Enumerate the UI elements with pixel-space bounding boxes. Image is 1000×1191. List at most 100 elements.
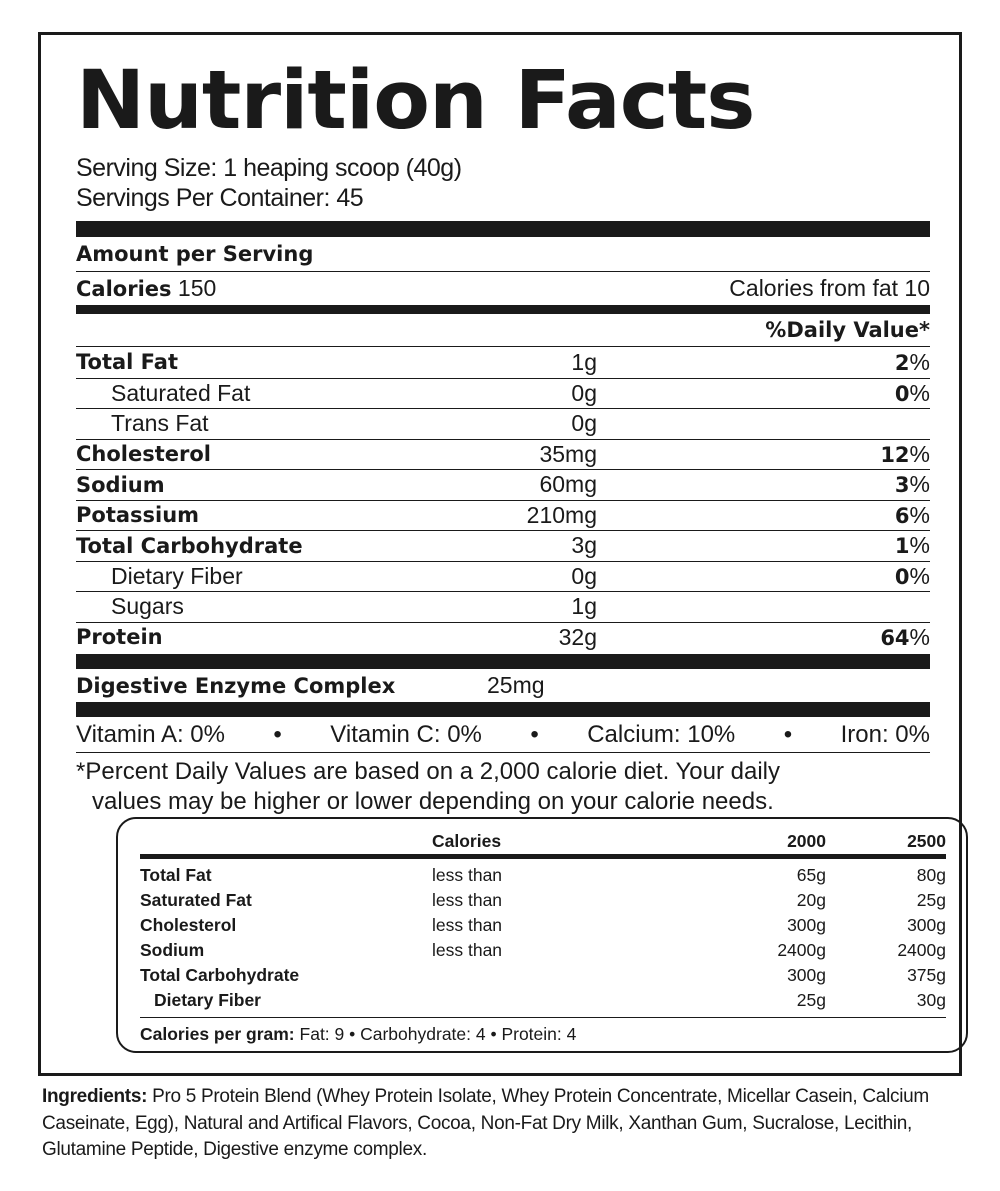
nutrient-row: Cholesterol 35mg 12% xyxy=(76,438,930,470)
nutrient-dv: 3% xyxy=(597,471,930,498)
nutrient-dv: 6% xyxy=(597,502,930,529)
dv-value: 6 xyxy=(894,503,910,528)
nutrient-amount: 1g xyxy=(571,593,597,620)
nutrient-dv: 1% xyxy=(597,532,930,559)
nutrient-name: Dietary Fiber xyxy=(111,562,243,589)
reference-qualifier: less than xyxy=(432,865,503,885)
nutrient-dv: 12% xyxy=(597,441,930,468)
nutrient-name: Cholesterol xyxy=(76,442,211,467)
reference-2500: 375g xyxy=(907,965,946,985)
reference-row: Saturated Fat less than 20g 25g xyxy=(140,888,946,913)
reference-rows: Total Fat less than 65g 80g Saturated Fat les… xyxy=(140,859,946,1018)
dv-value: 0 xyxy=(894,381,910,406)
vitamin-a: Vitamin A: 0% xyxy=(76,720,225,748)
reference-nutrient: Dietary Fiber xyxy=(154,990,261,1010)
calories-per-gram-label: Calories per gram: xyxy=(140,1024,295,1044)
nutrient-dv: 64% xyxy=(597,624,930,651)
calcium: Calcium: 10% xyxy=(587,720,736,748)
nutrient-amount: 210mg xyxy=(526,501,597,528)
reference-row: Total Fat less than 65g 80g xyxy=(140,863,946,888)
reference-header: Calories 2000 2500 xyxy=(140,829,946,859)
nutrient-dv: 0% xyxy=(597,380,930,407)
divider-thick xyxy=(76,654,930,669)
nutrient-list: Total Fat 1g 2% Saturated Fat 0g 0% Trans Fat 0… xyxy=(76,347,930,652)
nutrient-amount: 0g xyxy=(571,410,597,437)
nutrition-facts-panel: Nutrition Facts Serving Size: 1 heaping … xyxy=(38,32,968,1076)
nutrient-row: Dietary Fiber 0g 0% xyxy=(76,560,930,592)
nutrient-row: Sugars 1g xyxy=(76,591,930,622)
reference-2000: 2400g xyxy=(777,940,826,960)
reference-2500: 30g xyxy=(916,990,946,1010)
serving-size: Serving Size: 1 heaping scoop (40g) xyxy=(76,154,462,182)
vitamins-row: Vitamin A: 0% • Vitamin C: 0% • Calcium:… xyxy=(76,717,930,753)
label-title: Nutrition Facts xyxy=(76,54,755,148)
nutrient-amount: 1g xyxy=(571,348,597,375)
header-2500: 2500 xyxy=(907,831,946,851)
reference-row: Dietary Fiber 25g 30g xyxy=(140,988,946,1013)
reference-nutrient: Sodium xyxy=(140,940,205,960)
percent-sign: % xyxy=(909,623,930,650)
divider-thick xyxy=(76,221,930,237)
nutrient-row: Saturated Fat 0g 0% xyxy=(76,377,930,409)
ingredients-text: Pro 5 Protein Blend (Whey Protein Isolat… xyxy=(42,1086,929,1160)
calories-per-gram-values: Fat: 9 • Carbohydrate: 4 • Protein: 4 xyxy=(299,1024,577,1044)
dv-value: 3 xyxy=(894,473,910,498)
nutrient-name: Saturated Fat xyxy=(111,379,251,406)
reference-row: Cholesterol less than 300g 300g xyxy=(140,913,946,938)
nutrient-amount: 35mg xyxy=(539,440,597,467)
nutrient-name: Total Fat xyxy=(76,350,179,375)
nutrient-name: Sugars xyxy=(111,593,184,620)
nutrient-row: Total Carbohydrate 3g 1% xyxy=(76,530,930,561)
nutrient-dv: 2% xyxy=(597,349,930,376)
reference-2500: 300g xyxy=(907,915,946,935)
daily-value-header: %Daily Value* xyxy=(76,314,930,347)
percent-sign: % xyxy=(909,348,930,375)
calories-label: Calories xyxy=(76,277,172,301)
reference-2000: 25g xyxy=(796,990,826,1010)
nutrient-amount: 60mg xyxy=(539,471,597,498)
servings-per-container: Servings Per Container: 45 xyxy=(76,184,364,212)
bullet: • xyxy=(783,720,793,748)
footnote-line: values may be higher or lower depending … xyxy=(92,788,774,815)
dv-value: 0 xyxy=(894,564,910,589)
nutrient-row: Trans Fat 0g xyxy=(76,408,930,439)
nutrient-amount: 0g xyxy=(571,379,597,406)
reference-nutrient: Total Fat xyxy=(140,865,212,885)
nutrient-row: Potassium 210mg 6% xyxy=(76,499,930,531)
amount-per-serving: Amount per Serving xyxy=(76,242,314,266)
nutrient-amount: 32g xyxy=(558,623,597,650)
nutrient-name: Total Carbohydrate xyxy=(76,533,303,558)
reference-2000: 300g xyxy=(787,965,826,985)
reference-row: Sodium less than 2400g 2400g xyxy=(140,938,946,963)
percent-sign: % xyxy=(909,471,930,498)
ingredients: Ingredients: Pro 5 Protein Blend (Whey P… xyxy=(42,1084,962,1164)
percent-sign: % xyxy=(909,501,930,528)
divider-thick xyxy=(76,702,930,717)
dv-value: 12 xyxy=(880,442,910,467)
reference-qualifier: less than xyxy=(432,940,503,960)
divider-medium xyxy=(76,305,930,314)
nutrient-name: Protein xyxy=(76,625,163,650)
bullet: • xyxy=(273,720,282,748)
nutrient-row: Sodium 60mg 3% xyxy=(76,469,930,500)
header-calories: Calories xyxy=(432,831,502,851)
footnote-line: *Percent Daily Values are based on a 2,0… xyxy=(76,758,781,785)
calories-value: 150 xyxy=(177,275,217,301)
nutrient-name: Trans Fat xyxy=(111,410,209,437)
percent-sign: % xyxy=(909,532,930,559)
reference-row: Total Carbohydrate 300g 375g xyxy=(140,963,946,988)
nutrient-amount: 0g xyxy=(571,562,597,589)
percent-sign: % xyxy=(909,379,930,406)
footnote: *Percent Daily Values are based on a 2,0… xyxy=(76,757,930,817)
daily-values-reference-table: Calories 2000 2500 Total Fat less than 65g… xyxy=(116,817,968,1053)
enzyme-row: Digestive Enzyme Complex 25mg xyxy=(76,669,930,702)
reference-2500: 80g xyxy=(916,865,946,885)
bullet: • xyxy=(530,720,539,748)
reference-2500: 2400g xyxy=(897,940,946,960)
nutrient-dv: 0% xyxy=(597,563,930,590)
dv-value: 64 xyxy=(880,625,910,650)
nutrient-name: Sodium xyxy=(76,472,165,497)
calories-from-fat: Calories from fat 10 xyxy=(729,275,930,301)
vitamin-c: Vitamin C: 0% xyxy=(330,720,482,748)
calories-per-gram: Calories per gram: Fat: 9 • Carbohydrate… xyxy=(140,1024,946,1045)
